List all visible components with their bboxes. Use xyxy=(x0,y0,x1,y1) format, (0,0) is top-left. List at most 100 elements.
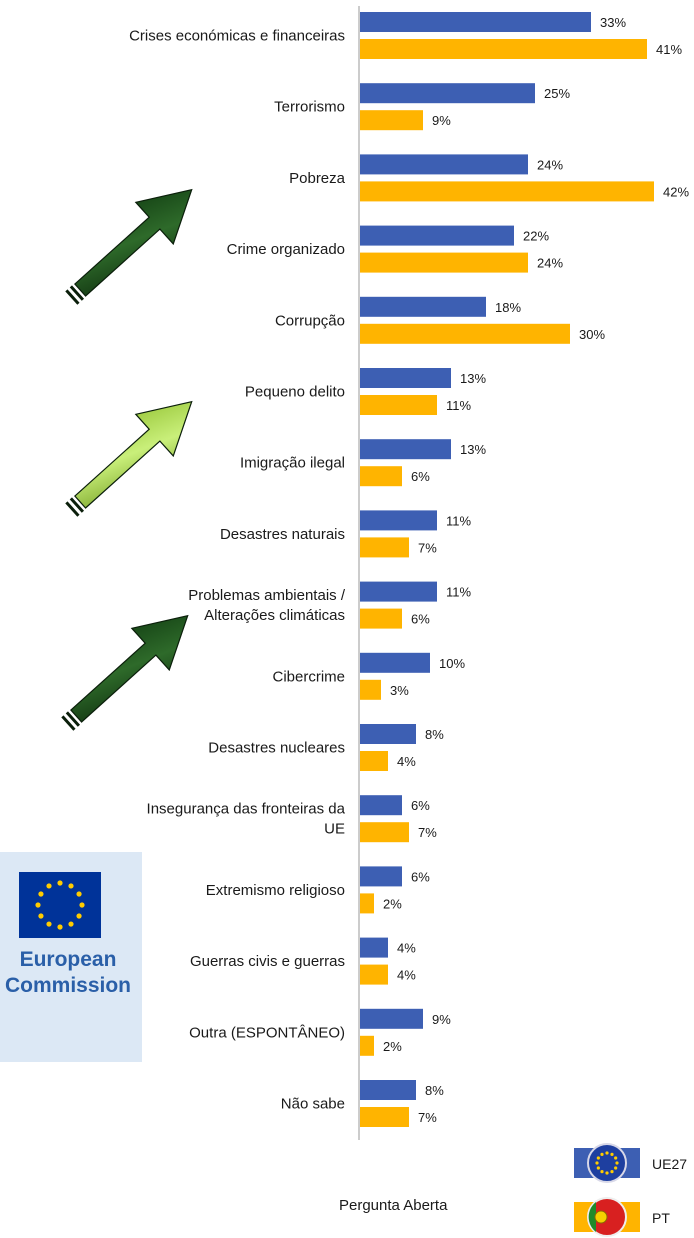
arrow-body xyxy=(74,188,193,297)
bar-ue27 xyxy=(360,368,451,388)
flag-star-icon xyxy=(68,883,74,889)
bar-ue27 xyxy=(360,724,416,744)
value-label-ue27: 13% xyxy=(460,442,486,457)
arrow-tail-stripe xyxy=(65,501,80,517)
arrow-body xyxy=(70,614,189,723)
value-label-pt: 4% xyxy=(397,754,416,769)
value-label-pt: 30% xyxy=(579,327,605,342)
eu-star-icon xyxy=(610,1152,614,1156)
bar-pt xyxy=(360,679,381,700)
bar-pt xyxy=(360,608,402,629)
flag-star-icon xyxy=(76,891,82,897)
value-label-ue27: 11% xyxy=(446,585,471,600)
value-label-ue27: 25% xyxy=(544,86,570,101)
eu-star-icon xyxy=(614,1166,618,1170)
bar-pt xyxy=(360,964,388,985)
eu-star-icon xyxy=(605,1171,609,1175)
bar-ue27 xyxy=(360,1080,416,1100)
value-label-pt: 7% xyxy=(418,825,437,840)
bar-ue27 xyxy=(360,937,388,958)
bar-ue27 xyxy=(360,1008,423,1029)
bar-pt xyxy=(360,893,374,914)
bar-pt xyxy=(360,181,654,202)
arrow-tail-stripe xyxy=(69,497,85,513)
value-label-ue27: 33% xyxy=(600,15,626,30)
category-label: Guerras civis e guerras xyxy=(190,953,345,970)
flag-star-icon xyxy=(79,902,85,908)
value-label-pt: 6% xyxy=(411,612,430,627)
eu-star-icon xyxy=(605,1151,609,1155)
arrow-up-right-icon xyxy=(65,400,193,517)
category-label: Pequeno delito xyxy=(245,384,345,401)
value-label-ue27: 6% xyxy=(411,869,430,884)
value-label-pt: 7% xyxy=(418,1110,437,1125)
bar-ue27 xyxy=(360,652,430,673)
pt-green-icon xyxy=(588,1202,596,1232)
eu-star-icon xyxy=(614,1156,618,1160)
flag-star-icon xyxy=(68,921,74,927)
value-label-ue27: 11% xyxy=(446,513,471,528)
bar-pt xyxy=(360,39,647,59)
value-label-ue27: 10% xyxy=(439,656,465,671)
european-commission-logo: European Commission xyxy=(0,852,142,1062)
value-label-pt: 11% xyxy=(446,398,471,413)
value-label-ue27: 24% xyxy=(537,157,563,172)
arrow-up-right-icon xyxy=(65,188,193,305)
bar-pt xyxy=(360,252,528,273)
legend-label-ue27: UE27 xyxy=(652,1156,687,1172)
bar-pt xyxy=(360,1035,374,1056)
logo-text: European Commission xyxy=(0,947,142,999)
bar-pt xyxy=(360,537,409,558)
legend: UE27 PT xyxy=(574,1143,687,1237)
bar-pt xyxy=(360,323,570,344)
category-label: Outra (ESPONTÂNEO) xyxy=(189,1024,345,1041)
category-label: Desastres nucleares xyxy=(208,740,345,757)
bars-group: 33% 41% Crises económicas e financeiras 25%… xyxy=(129,12,689,1127)
value-label-ue27: 18% xyxy=(495,300,521,315)
value-label-pt: 4% xyxy=(397,968,416,983)
note-text: Pergunta Aberta xyxy=(339,1197,448,1214)
value-label-pt: 24% xyxy=(537,256,563,271)
value-label-ue27: 8% xyxy=(425,1083,444,1098)
eu-flag-icon xyxy=(19,872,101,938)
bar-ue27 xyxy=(360,225,514,246)
eu-star-icon xyxy=(600,1152,604,1156)
flag-star-icon xyxy=(38,891,44,897)
value-label-ue27: 13% xyxy=(460,371,486,386)
eu-star-icon xyxy=(596,1166,600,1170)
bar-ue27 xyxy=(360,296,486,317)
value-label-pt: 42% xyxy=(663,184,689,199)
bar-pt xyxy=(360,110,423,131)
category-label: UE xyxy=(324,821,345,838)
category-label: Corrupção xyxy=(275,312,345,329)
arrows-group xyxy=(61,188,193,731)
value-label-ue27: 4% xyxy=(397,941,416,956)
value-label-pt: 2% xyxy=(383,896,402,911)
category-label: Insegurança das fronteiras da xyxy=(147,801,346,818)
logo-line2: Commission xyxy=(4,974,132,997)
eu-star-icon xyxy=(610,1170,614,1174)
value-label-pt: 3% xyxy=(390,683,409,698)
bar-pt xyxy=(360,1107,409,1127)
bar-pt xyxy=(360,395,437,415)
bar-ue27 xyxy=(360,439,451,460)
category-label: Cibercrime xyxy=(272,668,345,685)
category-label: Problemas ambientais / xyxy=(188,587,346,604)
value-label-ue27: 9% xyxy=(432,1012,451,1027)
value-label-ue27: 6% xyxy=(411,798,430,813)
arrow-body xyxy=(74,400,193,509)
bar-pt xyxy=(360,822,409,843)
arrow-tail-stripe xyxy=(61,715,76,731)
pt-shield-icon xyxy=(594,1210,608,1224)
arrow-tail-stripe xyxy=(65,289,80,305)
bar-ue27 xyxy=(360,866,402,887)
flag-star-icon xyxy=(57,924,63,930)
bar-ue27 xyxy=(360,795,402,816)
value-label-pt: 6% xyxy=(411,469,430,484)
value-label-pt: 7% xyxy=(418,540,437,555)
flag-star-icon xyxy=(46,921,52,927)
bar-ue27 xyxy=(360,12,591,32)
category-label: Não sabe xyxy=(281,1096,345,1113)
logo-line1: European xyxy=(19,948,117,971)
